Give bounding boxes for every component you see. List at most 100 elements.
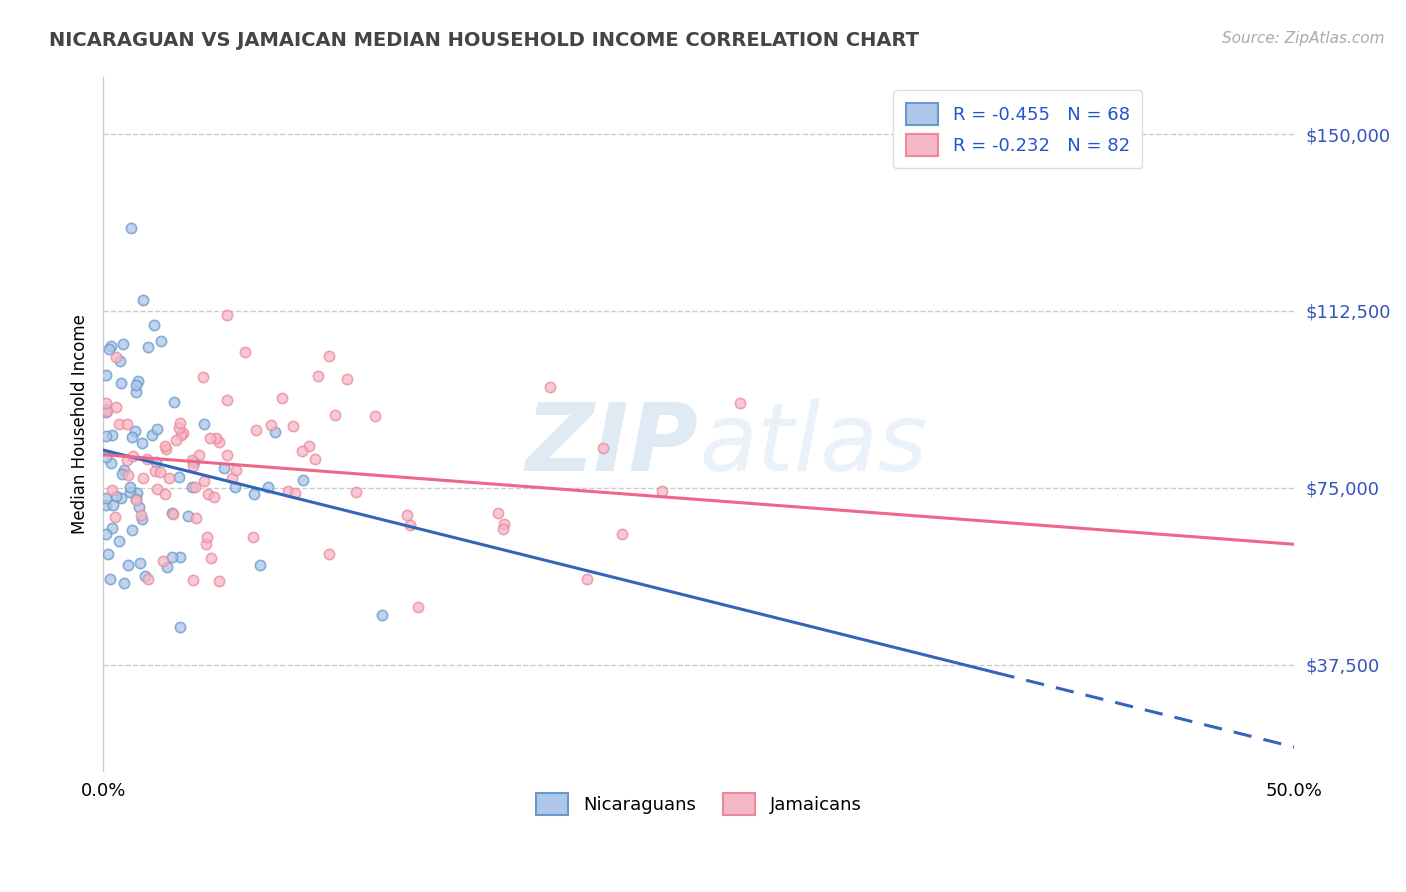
Point xyxy=(406,600,429,615)
Point xyxy=(172,426,194,441)
Y-axis label: Median Household Income: Median Household Income xyxy=(72,314,89,534)
Point xyxy=(94,491,117,505)
Point xyxy=(108,533,131,548)
Point xyxy=(101,427,124,442)
Point xyxy=(152,553,174,567)
Point xyxy=(145,455,167,469)
Point xyxy=(292,474,315,488)
Point xyxy=(221,471,243,485)
Point xyxy=(180,480,202,494)
Point xyxy=(728,396,751,410)
Point xyxy=(318,349,340,363)
Point xyxy=(94,396,117,410)
Point xyxy=(281,418,304,433)
Point xyxy=(97,547,120,561)
Point xyxy=(224,480,246,494)
Point xyxy=(183,455,205,469)
Point xyxy=(193,369,215,384)
Point xyxy=(264,425,287,440)
Point xyxy=(108,354,131,368)
Point xyxy=(125,486,148,500)
Point xyxy=(136,572,159,586)
Point xyxy=(124,424,146,438)
Point xyxy=(112,575,135,590)
Point xyxy=(492,516,515,531)
Point xyxy=(651,483,673,498)
Point xyxy=(105,350,128,364)
Point xyxy=(169,550,191,565)
Point xyxy=(167,421,190,435)
Point xyxy=(212,461,235,475)
Point xyxy=(194,537,217,551)
Point xyxy=(198,431,221,445)
Point xyxy=(124,378,146,392)
Point xyxy=(215,393,238,408)
Point xyxy=(131,512,153,526)
Point xyxy=(610,527,633,541)
Text: ZIP: ZIP xyxy=(526,399,699,491)
Point xyxy=(94,428,117,442)
Point xyxy=(575,573,598,587)
Point xyxy=(101,483,124,497)
Point xyxy=(98,342,121,356)
Point xyxy=(98,572,121,586)
Legend: Nicaraguans, Jamaicans: Nicaraguans, Jamaicans xyxy=(527,784,870,824)
Point xyxy=(146,422,169,436)
Point xyxy=(105,489,128,503)
Point xyxy=(233,345,256,359)
Point xyxy=(141,428,163,442)
Point xyxy=(181,459,204,474)
Point xyxy=(215,449,238,463)
Point xyxy=(114,463,136,477)
Point xyxy=(136,341,159,355)
Point xyxy=(492,522,515,536)
Point xyxy=(399,517,422,532)
Point xyxy=(177,508,200,523)
Point xyxy=(215,308,238,322)
Point xyxy=(204,432,226,446)
Point xyxy=(131,435,153,450)
Point xyxy=(318,547,340,561)
Point xyxy=(323,408,346,422)
Point xyxy=(129,556,152,570)
Point xyxy=(115,417,138,431)
Point xyxy=(117,467,139,482)
Point xyxy=(344,485,367,500)
Point xyxy=(120,220,142,235)
Point xyxy=(371,607,394,622)
Point xyxy=(101,521,124,535)
Point xyxy=(592,441,614,455)
Point xyxy=(243,487,266,501)
Point xyxy=(111,467,134,481)
Point xyxy=(94,401,117,416)
Point xyxy=(115,453,138,467)
Point xyxy=(94,498,117,512)
Point xyxy=(134,569,156,583)
Point xyxy=(336,372,359,386)
Point xyxy=(363,409,385,423)
Point xyxy=(169,416,191,430)
Point xyxy=(94,450,117,464)
Point xyxy=(197,487,219,501)
Point xyxy=(249,558,271,572)
Point xyxy=(298,439,321,453)
Point xyxy=(150,334,173,348)
Point xyxy=(538,380,561,394)
Point xyxy=(117,558,139,573)
Point xyxy=(94,527,117,541)
Point xyxy=(188,448,211,462)
Point xyxy=(94,368,117,382)
Point xyxy=(245,423,267,437)
Point xyxy=(277,484,299,499)
Point xyxy=(146,482,169,496)
Point xyxy=(125,491,148,506)
Point xyxy=(103,498,125,512)
Point xyxy=(225,463,247,477)
Point xyxy=(104,400,127,414)
Point xyxy=(125,385,148,400)
Point xyxy=(162,508,184,522)
Point xyxy=(122,449,145,463)
Point xyxy=(143,464,166,478)
Point xyxy=(125,493,148,508)
Point xyxy=(162,506,184,520)
